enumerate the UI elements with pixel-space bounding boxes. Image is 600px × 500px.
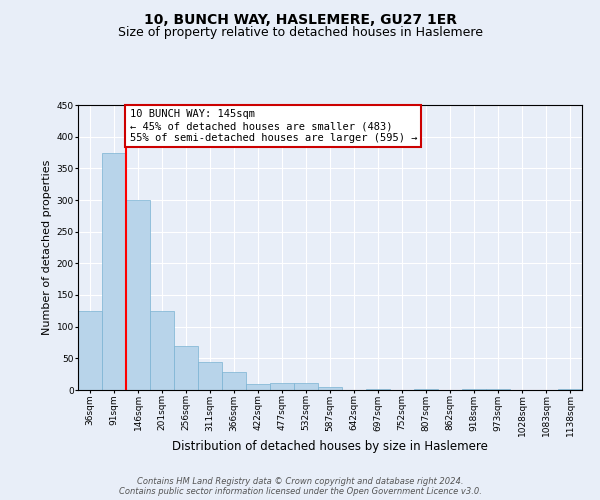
Text: 10, BUNCH WAY, HASLEMERE, GU27 1ER: 10, BUNCH WAY, HASLEMERE, GU27 1ER <box>143 12 457 26</box>
Text: Size of property relative to detached houses in Haslemere: Size of property relative to detached ho… <box>118 26 482 39</box>
Bar <box>414 388 438 390</box>
Bar <box>174 346 198 390</box>
Bar <box>222 372 246 390</box>
Bar <box>246 384 270 390</box>
X-axis label: Distribution of detached houses by size in Haslemere: Distribution of detached houses by size … <box>172 440 488 454</box>
Bar <box>126 200 150 390</box>
Text: 10 BUNCH WAY: 145sqm
← 45% of detached houses are smaller (483)
55% of semi-deta: 10 BUNCH WAY: 145sqm ← 45% of detached h… <box>130 110 417 142</box>
Bar <box>270 383 294 390</box>
Bar <box>558 388 582 390</box>
Bar <box>462 388 486 390</box>
Bar <box>198 362 222 390</box>
Bar <box>150 311 174 390</box>
Bar <box>78 311 102 390</box>
Bar <box>318 387 342 390</box>
Bar <box>294 383 318 390</box>
Y-axis label: Number of detached properties: Number of detached properties <box>43 160 52 335</box>
Bar <box>366 388 390 390</box>
Bar <box>102 152 126 390</box>
Bar <box>486 388 510 390</box>
Text: Contains HM Land Registry data © Crown copyright and database right 2024.
Contai: Contains HM Land Registry data © Crown c… <box>119 476 481 496</box>
